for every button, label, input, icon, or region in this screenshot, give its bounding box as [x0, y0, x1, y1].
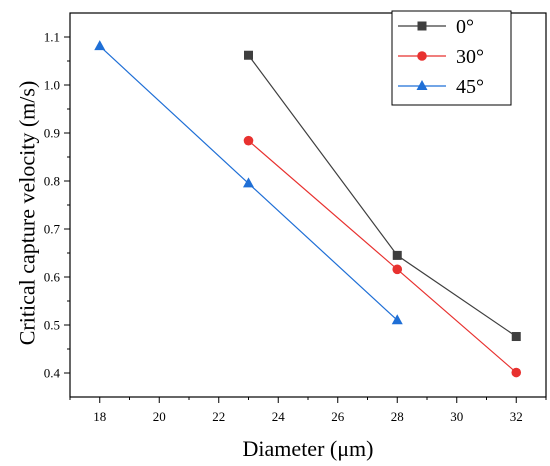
data-point-series-0: [392, 250, 402, 260]
x-tick-label: 22: [212, 409, 225, 424]
legend-label-1: 30°: [456, 46, 484, 68]
x-tick-label: 26: [331, 409, 345, 424]
data-point-series-2: [243, 177, 254, 188]
x-tick-label: 18: [93, 409, 106, 424]
x-tick-label: 30: [450, 409, 463, 424]
y-tick-label: 0.7: [44, 222, 61, 237]
x-tick-label: 28: [391, 409, 404, 424]
y-tick-label: 1.0: [44, 78, 60, 93]
data-point-series-1: [243, 135, 254, 146]
data-point-series-1: [511, 367, 522, 378]
y-tick-label: 1.1: [44, 30, 60, 45]
legend: 0° 30° 45°: [391, 10, 512, 106]
x-tick-label: 32: [510, 409, 523, 424]
data-point-series-0: [511, 332, 521, 342]
series-line-1: [248, 140, 517, 373]
series-markers: [94, 40, 522, 378]
x-tick-label: 24: [272, 409, 286, 424]
x-axis-title: Diameter (μm): [243, 436, 374, 461]
legend-label-2: 45°: [456, 76, 484, 98]
y-tick-label: 0.9: [44, 126, 60, 141]
data-point-series-2: [391, 314, 403, 325]
y-axis-title: Critical capture velocity (m/s): [15, 81, 40, 346]
legend-marker-0: [417, 21, 427, 31]
x-tick-label: 20: [153, 409, 166, 424]
y-tick-label: 0.4: [44, 366, 61, 381]
axes: 18 20 22 24 26 28 30 32 0.4 0.5 0.6 0.7 0.8 0.9 1.0 1.1: [44, 12, 547, 424]
data-point-series-2: [94, 40, 106, 51]
legend-marker-1: [417, 51, 427, 61]
y-tick-label: 0.6: [44, 270, 61, 285]
data-point-series-1: [392, 264, 403, 275]
legend-marker-2: [416, 80, 428, 90]
y-tick-label: 0.5: [44, 318, 60, 333]
y-tick-label: 0.8: [44, 174, 60, 189]
data-point-series-0: [244, 50, 253, 60]
legend-label-0: 0°: [456, 16, 474, 38]
legend-box: [391, 10, 512, 106]
